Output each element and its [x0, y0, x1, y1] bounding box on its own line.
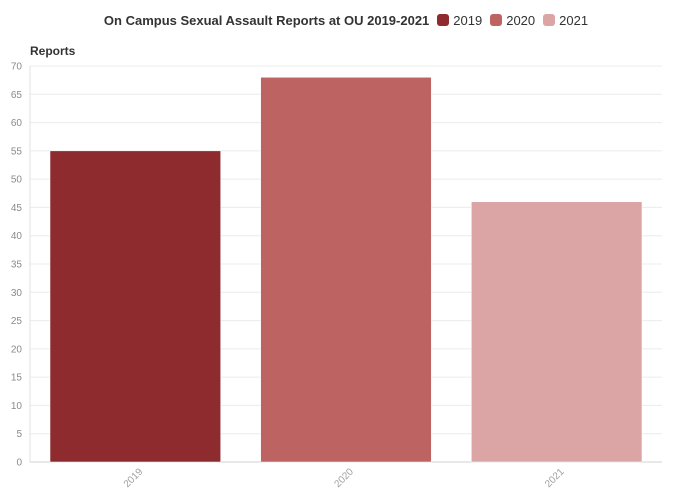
legend-swatch-2019 — [437, 14, 450, 26]
y-tick-label: 5 — [16, 429, 22, 440]
y-tick-label: 45 — [11, 203, 23, 214]
y-tick-label: 35 — [11, 260, 23, 271]
x-tick-label: 2020 — [332, 466, 356, 490]
y-tick-label: 10 — [11, 401, 23, 412]
legend-label-2021: 2021 — [559, 12, 589, 28]
legend-item-2021[interactable]: 2021 — [543, 13, 588, 28]
legend-item-2019[interactable]: 2019 — [437, 13, 482, 28]
y-tick-label: 15 — [11, 373, 23, 384]
legend-label-2020: 2020 — [506, 12, 536, 28]
y-tick-label: 30 — [11, 288, 23, 299]
y-tick-label: 0 — [16, 458, 22, 469]
x-tick-label: 2019 — [122, 466, 146, 490]
y-tick-label: 70 — [11, 62, 23, 73]
chart-title: On Campus Sexual Assault Reports at OU 2… — [103, 12, 430, 28]
bar-2020[interactable] — [260, 77, 432, 463]
y-tick-label: 20 — [11, 344, 23, 355]
x-tick-label: 2021 — [543, 466, 567, 490]
bar-2021[interactable] — [471, 201, 643, 463]
legend: 2019 2020 2021 — [437, 13, 588, 28]
y-tick-label: 40 — [11, 231, 23, 242]
bar-2019[interactable] — [49, 150, 221, 463]
y-tick-label: 25 — [11, 316, 23, 327]
legend-swatch-2021 — [543, 14, 556, 26]
y-tick-label: 65 — [11, 90, 23, 101]
y-tick-label: 60 — [11, 118, 23, 129]
y-tick-label: 50 — [11, 175, 23, 186]
y-tick-label: 55 — [11, 146, 23, 157]
legend-swatch-2020 — [490, 14, 503, 26]
legend-label-2019: 2019 — [453, 12, 483, 28]
y-axis-label: Reports — [30, 44, 76, 58]
chart-header: On Campus Sexual Assault Reports at OU 2… — [0, 10, 692, 30]
legend-item-2020[interactable]: 2020 — [490, 13, 535, 28]
